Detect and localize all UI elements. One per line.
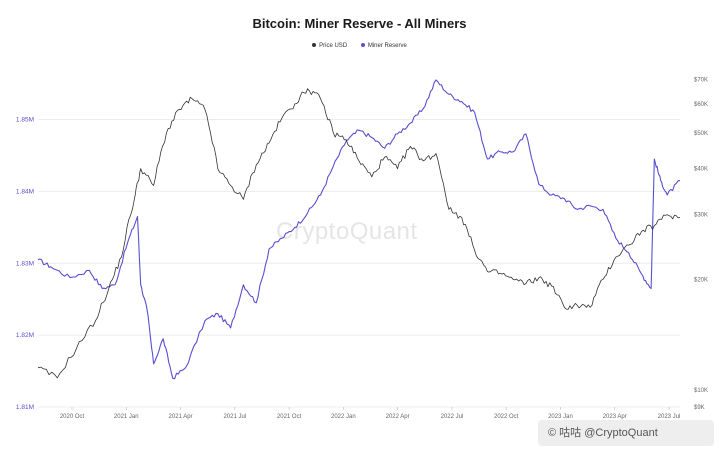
- x-tick-label: 2021 Apr: [169, 414, 193, 420]
- left-tick-label: 1.84M: [16, 188, 34, 195]
- x-tick-label: 2023 Jan: [548, 414, 573, 420]
- left-tick-label: 1.81M: [16, 404, 34, 411]
- legend-label-price: Price USD: [319, 43, 348, 49]
- right-tick-label: $20K: [694, 277, 708, 283]
- series-layer: [37, 79, 681, 380]
- left-tick-label: 1.83M: [16, 260, 34, 267]
- x-tick-label: 2022 Apr: [386, 414, 410, 420]
- right-axis: $70K $60K $50K $40K $30K $20K $10K $9K: [694, 77, 708, 411]
- legend-dot-reserve: [360, 43, 365, 48]
- legend-item-reserve[interactable]: Miner Reserve: [360, 43, 407, 49]
- x-tick-label: 2022 Jul: [441, 414, 464, 420]
- legend-item-price[interactable]: Price USD: [312, 43, 347, 49]
- chart-title: Bitcoin: Miner Reserve - All Miners: [252, 16, 467, 31]
- right-tick-label: $50K: [694, 131, 708, 137]
- x-tick-label: 2021 Jul: [223, 414, 246, 420]
- x-axis: 2020 Oct 2021 Jan 2021 Apr 2021 Jul 2021 Oct…: [60, 407, 681, 420]
- left-tick-label: 1.85M: [16, 117, 34, 124]
- x-tick-label: 2021 Oct: [277, 414, 302, 420]
- right-tick-label: $9K: [694, 405, 705, 411]
- left-axis: 1.85M 1.84M 1.83M 1.82M 1.81M: [16, 117, 34, 412]
- chart-legend: Price USD Miner Reserve: [0, 43, 719, 49]
- legend-label-reserve: Miner Reserve: [367, 43, 407, 49]
- x-tick-label: 2023 Apr: [603, 414, 627, 420]
- miner-reserve-line: [37, 79, 681, 380]
- x-tick-label: 2023 Jul: [658, 414, 681, 420]
- x-tick-label: 2020 Oct: [60, 414, 85, 420]
- right-tick-label: $30K: [694, 213, 708, 219]
- right-tick-label: $60K: [694, 102, 708, 108]
- x-tick-label: 2022 Oct: [494, 414, 519, 420]
- right-tick-label: $40K: [694, 167, 708, 173]
- x-tick-label: 2022 Jan: [331, 414, 356, 420]
- right-tick-label: $10K: [694, 388, 708, 394]
- source-badge: © 咕咕 @CryptoQuant: [538, 420, 714, 446]
- grid-lines: [38, 119, 680, 408]
- right-tick-label: $70K: [694, 77, 708, 83]
- price-usd-line: [37, 88, 681, 379]
- legend-dot-price: [312, 43, 317, 48]
- x-tick-label: 2021 Jan: [114, 414, 139, 420]
- left-tick-label: 1.82M: [16, 332, 34, 339]
